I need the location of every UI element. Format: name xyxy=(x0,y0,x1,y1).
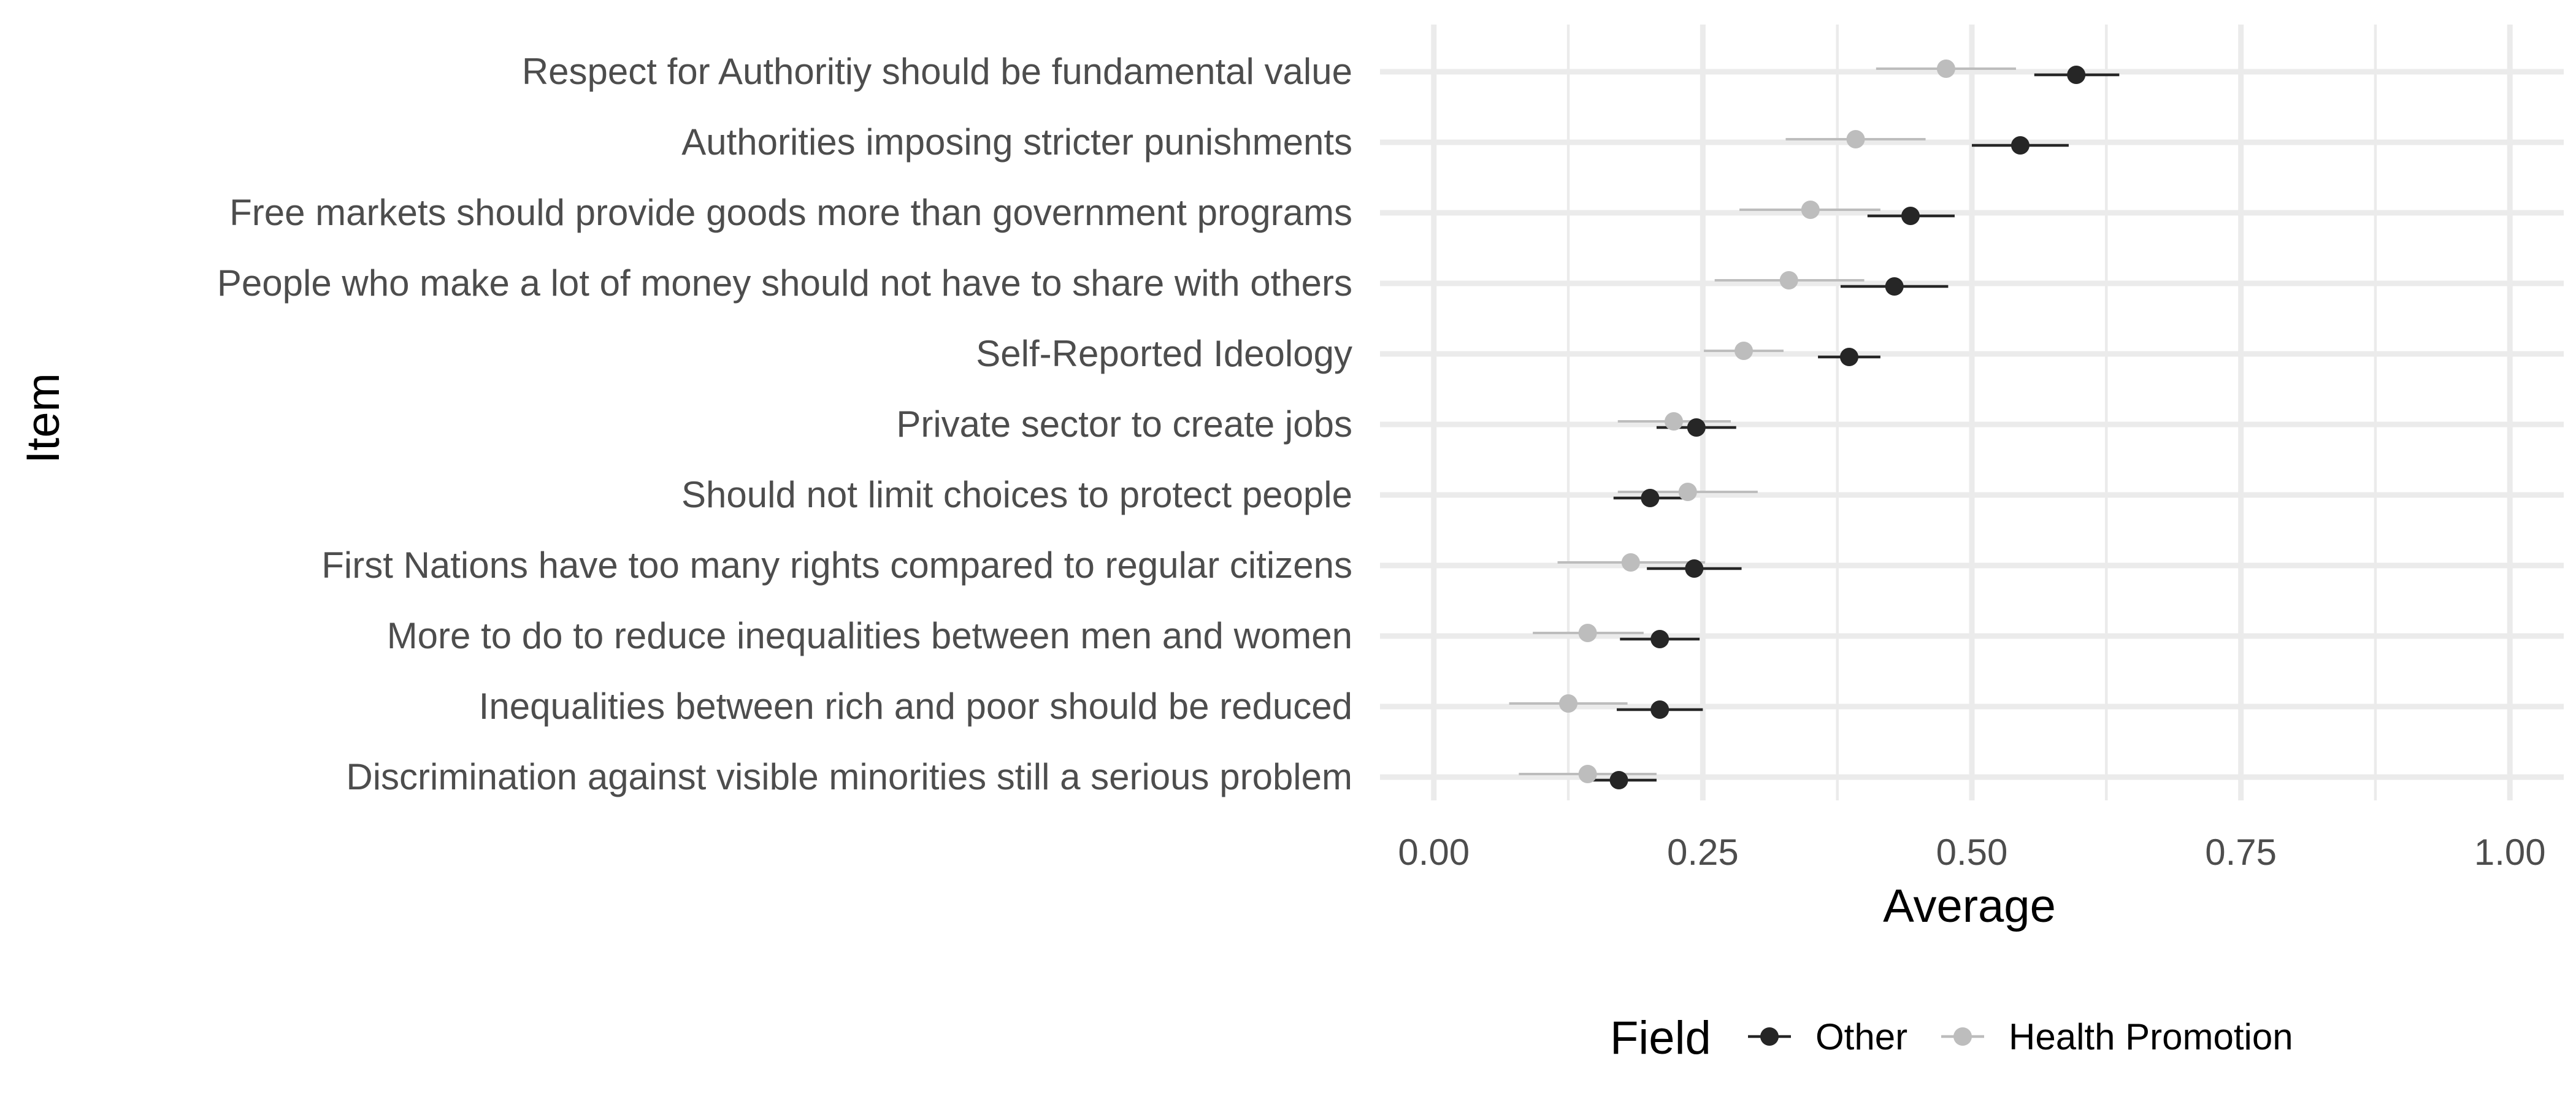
x-tick-label: 0.00 xyxy=(1398,832,1470,873)
point-health-promotion xyxy=(1801,201,1820,219)
legend-items: Other Health Promotion xyxy=(1748,1016,2293,1057)
point-other xyxy=(1650,700,1669,719)
x-axis-title: Average xyxy=(1883,880,2056,932)
legend-title: Field xyxy=(1610,1012,1711,1064)
x-tick-label: 0.50 xyxy=(1936,832,2008,873)
point-other xyxy=(1609,771,1628,789)
point-health-promotion xyxy=(1846,130,1865,148)
legend-label: Health Promotion xyxy=(2009,1016,2293,1057)
y-tick-label: Should not limit choices to protect peop… xyxy=(681,474,1352,515)
legend-label: Other xyxy=(1815,1016,1907,1057)
point-other xyxy=(1687,418,1706,437)
y-tick-label: People who make a lot of money should no… xyxy=(217,263,1352,304)
point-health-promotion xyxy=(1559,694,1578,713)
y-axis-title: Item xyxy=(17,373,69,464)
legend-key-point xyxy=(1760,1027,1779,1046)
point-health-promotion xyxy=(1678,483,1697,501)
y-tick-label: Self-Reported Ideology xyxy=(976,333,1352,374)
y-tick-label: First Nations have too many rights compa… xyxy=(321,545,1352,586)
y-tick-labels: Respect for Authoritiy should be fundame… xyxy=(217,51,1352,797)
legend: Field Other Health Promotion xyxy=(1610,1012,2293,1064)
grid xyxy=(1380,25,2564,800)
points xyxy=(1559,59,2086,789)
y-tick-label: Authorities imposing stricter punishment… xyxy=(681,121,1352,163)
point-health-promotion xyxy=(1578,624,1597,642)
point-other xyxy=(2011,136,2030,155)
y-tick-label: Free markets should provide goods more t… xyxy=(229,192,1352,233)
point-other xyxy=(1839,348,1858,366)
point-health-promotion xyxy=(1936,59,1955,78)
point-health-promotion xyxy=(1664,412,1683,431)
x-tick-labels: 0.00 0.25 0.50 0.75 1.00 xyxy=(1398,832,2545,873)
y-tick-label: Inequalities between rich and poor shoul… xyxy=(479,686,1352,727)
legend-key-point xyxy=(1953,1027,1972,1046)
y-tick-label: Discrimination against visible minoritie… xyxy=(346,756,1352,797)
point-health-promotion xyxy=(1779,271,1798,289)
y-tick-label: Private sector to create jobs xyxy=(896,404,1352,445)
y-tick-label: Respect for Authoritiy should be fundame… xyxy=(522,51,1352,92)
point-other xyxy=(1650,630,1669,648)
y-tick-label: More to do to reduce inequalities betwee… xyxy=(387,615,1352,656)
x-tick-label: 0.75 xyxy=(2205,832,2277,873)
point-other xyxy=(1685,559,1704,578)
point-other xyxy=(1641,489,1660,507)
point-other xyxy=(1901,207,1920,225)
x-tick-label: 1.00 xyxy=(2474,832,2546,873)
point-other xyxy=(1885,277,1904,296)
point-health-promotion xyxy=(1578,765,1597,783)
x-tick-label: 0.25 xyxy=(1667,832,1739,873)
point-health-promotion xyxy=(1621,553,1640,572)
point-health-promotion xyxy=(1735,342,1754,360)
point-other xyxy=(2067,66,2086,84)
